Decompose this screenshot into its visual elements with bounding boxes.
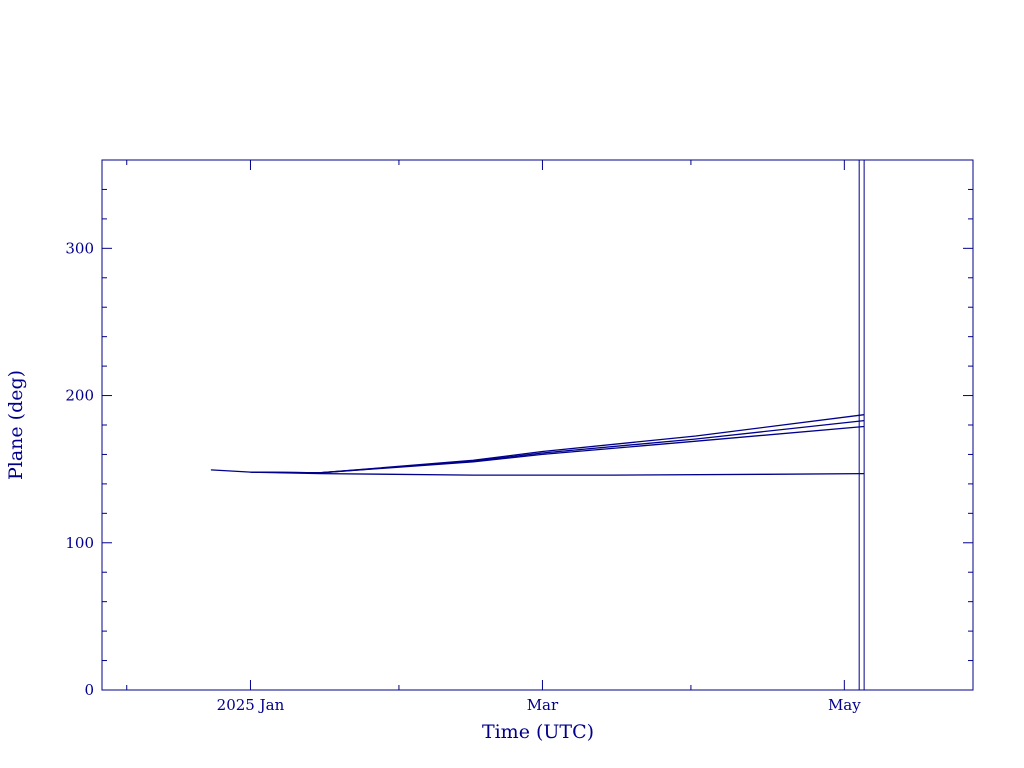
x-tick-label: May — [828, 696, 861, 714]
series-line-3 — [250, 419, 865, 474]
x-tick-label: Mar — [527, 696, 559, 714]
y-axis-title: Plane (deg) — [5, 370, 27, 480]
y-tick-label: 0 — [84, 681, 94, 699]
plot-frame — [101, 159, 974, 691]
y-tick-label: 200 — [65, 387, 94, 405]
vertical-markers — [858, 160, 865, 690]
series-line-4 — [250, 414, 865, 474]
y-tick-label: 100 — [65, 534, 94, 552]
series-layer — [210, 414, 865, 476]
x-axis-title: Time (UTC) — [482, 721, 594, 743]
y-tick-label: 300 — [65, 239, 94, 257]
x-tick-label: 2025 Jan — [217, 696, 285, 714]
y-axis-ticks: 0 100 200 300 — [65, 239, 973, 699]
x-axis-ticks: 2025 Jan Mar May — [217, 160, 861, 714]
minor-ticks — [102, 160, 973, 690]
